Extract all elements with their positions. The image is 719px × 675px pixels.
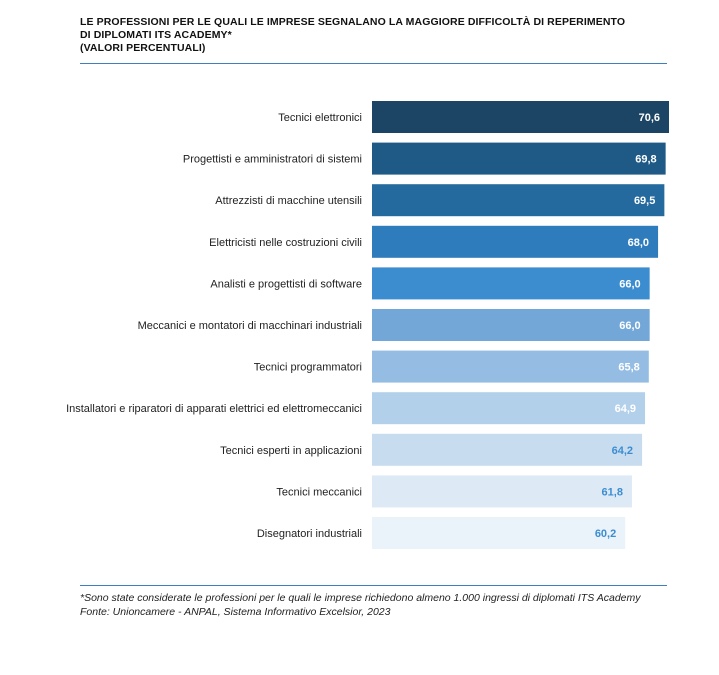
bar-4: [372, 267, 650, 300]
title-line-2: DI DIPLOMATI ITS ACADEMY*: [80, 29, 232, 41]
category-label-5: Meccanici e montatori di macchinari indu…: [138, 320, 362, 332]
top-rule: [80, 63, 667, 64]
footnote-source: Fonte: Unioncamere - ANPAL, Sistema Info…: [80, 606, 391, 618]
footnote: *Sono state considerate le professioni p…: [80, 591, 680, 619]
bottom-rule: [80, 585, 667, 586]
bar-0: [372, 101, 669, 133]
bar-10: [372, 517, 626, 549]
category-label-6: Tecnici programmatori: [254, 362, 362, 374]
category-label-2: Attrezzisti di macchine utensili: [215, 195, 362, 207]
category-label-7: Installatori e riparatori di apparati el…: [66, 403, 362, 415]
bar-2: [372, 184, 665, 217]
category-label-4: Analisti e progettisti di software: [210, 278, 362, 290]
chart-title: LE PROFESSIONI PER LE QUALI LE IMPRESE S…: [80, 16, 670, 55]
bar-9: [372, 475, 632, 508]
value-label-2: 69,5: [634, 195, 655, 207]
value-label-5: 66,0: [619, 320, 640, 332]
bar-7: [372, 392, 646, 425]
value-label-1: 69,8: [635, 154, 656, 166]
value-label-8: 64,2: [612, 445, 633, 457]
value-label-0: 70,6: [639, 112, 660, 124]
value-label-9: 61,8: [602, 486, 623, 498]
category-label-1: Progettisti e amministratori di sistemi: [183, 154, 362, 166]
category-label-8: Tecnici esperti in applicazioni: [220, 445, 362, 457]
bar-1: [372, 142, 666, 175]
value-label-10: 60,2: [595, 528, 616, 540]
title-line-3: (VALORI PERCENTUALI): [80, 42, 206, 54]
footnote-note: *Sono state considerate le professioni p…: [80, 592, 641, 604]
category-label-0: Tecnici elettronici: [278, 112, 362, 124]
bar-8: [372, 433, 643, 466]
value-label-7: 64,9: [615, 403, 636, 415]
bar-3: [372, 225, 659, 258]
bar-5: [372, 309, 650, 341]
bar-6: [372, 350, 649, 383]
category-label-9: Tecnici meccanici: [276, 486, 362, 498]
category-label-10: Disegnatori industriali: [257, 528, 362, 540]
value-label-6: 65,8: [618, 362, 639, 374]
title-line-1: LE PROFESSIONI PER LE QUALI LE IMPRESE S…: [80, 16, 626, 28]
category-label-3: Elettricisti nelle costruzioni civili: [209, 237, 362, 249]
value-label-3: 68,0: [628, 237, 649, 249]
value-label-4: 66,0: [619, 278, 640, 290]
